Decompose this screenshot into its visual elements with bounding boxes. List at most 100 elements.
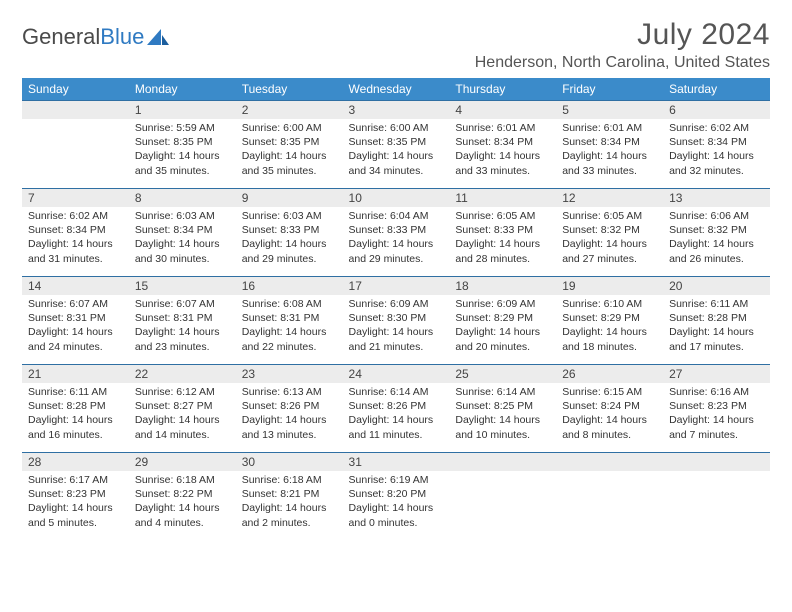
calendar-week-row: 7Sunrise: 6:02 AMSunset: 8:34 PMDaylight…	[22, 188, 770, 276]
sunrise-line: Sunrise: 6:09 AM	[455, 297, 550, 311]
daylight-line: Daylight: 14 hours and 21 minutes.	[349, 325, 444, 353]
calendar-table: SundayMondayTuesdayWednesdayThursdayFrid…	[22, 78, 770, 540]
calendar-week-row: 21Sunrise: 6:11 AMSunset: 8:28 PMDayligh…	[22, 364, 770, 452]
calendar-body: 1Sunrise: 5:59 AMSunset: 8:35 PMDaylight…	[22, 100, 770, 540]
daylight-line: Daylight: 14 hours and 8 minutes.	[562, 413, 657, 441]
day-number: 4	[449, 100, 556, 119]
calendar-day-cell: 11Sunrise: 6:05 AMSunset: 8:33 PMDayligh…	[449, 188, 556, 276]
daylight-line: Daylight: 14 hours and 29 minutes.	[242, 237, 337, 265]
sunrise-line: Sunrise: 6:01 AM	[455, 121, 550, 135]
brand-part1: General	[22, 24, 100, 50]
calendar-day-cell	[556, 452, 663, 540]
day-number: 13	[663, 188, 770, 207]
day-number: 18	[449, 276, 556, 295]
sunrise-line: Sunrise: 6:00 AM	[349, 121, 444, 135]
calendar-day-cell: 18Sunrise: 6:09 AMSunset: 8:29 PMDayligh…	[449, 276, 556, 364]
sunset-line: Sunset: 8:26 PM	[349, 399, 444, 413]
day-number: 9	[236, 188, 343, 207]
daylight-line: Daylight: 14 hours and 22 minutes.	[242, 325, 337, 353]
day-details: Sunrise: 6:03 AMSunset: 8:34 PMDaylight:…	[129, 207, 236, 270]
sunrise-line: Sunrise: 6:03 AM	[242, 209, 337, 223]
day-details: Sunrise: 6:10 AMSunset: 8:29 PMDaylight:…	[556, 295, 663, 358]
daylight-line: Daylight: 14 hours and 29 minutes.	[349, 237, 444, 265]
day-number: 17	[343, 276, 450, 295]
calendar-day-cell	[663, 452, 770, 540]
daylight-line: Daylight: 14 hours and 13 minutes.	[242, 413, 337, 441]
day-number: 30	[236, 452, 343, 471]
daylight-line: Daylight: 14 hours and 16 minutes.	[28, 413, 123, 441]
sunset-line: Sunset: 8:34 PM	[28, 223, 123, 237]
day-number	[449, 452, 556, 471]
day-details: Sunrise: 5:59 AMSunset: 8:35 PMDaylight:…	[129, 119, 236, 182]
sunset-line: Sunset: 8:33 PM	[349, 223, 444, 237]
day-details: Sunrise: 6:14 AMSunset: 8:25 PMDaylight:…	[449, 383, 556, 446]
day-details: Sunrise: 6:01 AMSunset: 8:34 PMDaylight:…	[556, 119, 663, 182]
day-details: Sunrise: 6:00 AMSunset: 8:35 PMDaylight:…	[343, 119, 450, 182]
daylight-line: Daylight: 14 hours and 23 minutes.	[135, 325, 230, 353]
day-details: Sunrise: 6:03 AMSunset: 8:33 PMDaylight:…	[236, 207, 343, 270]
sunrise-line: Sunrise: 6:12 AM	[135, 385, 230, 399]
sunset-line: Sunset: 8:35 PM	[349, 135, 444, 149]
day-number	[556, 452, 663, 471]
sunrise-line: Sunrise: 6:11 AM	[28, 385, 123, 399]
sunset-line: Sunset: 8:30 PM	[349, 311, 444, 325]
daylight-line: Daylight: 14 hours and 14 minutes.	[135, 413, 230, 441]
sunrise-line: Sunrise: 6:15 AM	[562, 385, 657, 399]
calendar-day-cell: 24Sunrise: 6:14 AMSunset: 8:26 PMDayligh…	[343, 364, 450, 452]
day-details: Sunrise: 6:09 AMSunset: 8:29 PMDaylight:…	[449, 295, 556, 358]
day-details: Sunrise: 6:05 AMSunset: 8:33 PMDaylight:…	[449, 207, 556, 270]
calendar-day-cell: 27Sunrise: 6:16 AMSunset: 8:23 PMDayligh…	[663, 364, 770, 452]
header: GeneralBlue July 2024 Henderson, North C…	[22, 18, 770, 72]
sunset-line: Sunset: 8:26 PM	[242, 399, 337, 413]
day-details: Sunrise: 6:05 AMSunset: 8:32 PMDaylight:…	[556, 207, 663, 270]
calendar-day-cell: 17 Sunrise: 6:09 AMSunset: 8:30 PMDayligh…	[343, 276, 450, 364]
sunrise-line: Sunrise: 6:07 AM	[135, 297, 230, 311]
weekday-header: Saturday	[663, 78, 770, 100]
day-number: 2	[236, 100, 343, 119]
day-number: 27	[663, 364, 770, 383]
calendar-header-row: SundayMondayTuesdayWednesdayThursdayFrid…	[22, 78, 770, 100]
sunrise-line: Sunrise: 6:14 AM	[455, 385, 550, 399]
daylight-line: Daylight: 14 hours and 10 minutes.	[455, 413, 550, 441]
day-number: 6	[663, 100, 770, 119]
sunset-line: Sunset: 8:28 PM	[28, 399, 123, 413]
calendar-week-row: 1Sunrise: 5:59 AMSunset: 8:35 PMDaylight…	[22, 100, 770, 188]
sunrise-line: Sunrise: 6:09 AM	[349, 297, 444, 311]
daylight-line: Daylight: 14 hours and 30 minutes.	[135, 237, 230, 265]
sunset-line: Sunset: 8:24 PM	[562, 399, 657, 413]
day-number: 21	[22, 364, 129, 383]
day-number: 8	[129, 188, 236, 207]
day-number: 15	[129, 276, 236, 295]
day-details	[556, 471, 663, 477]
day-details	[22, 119, 129, 125]
day-number: 11	[449, 188, 556, 207]
calendar-day-cell: 19Sunrise: 6:10 AMSunset: 8:29 PMDayligh…	[556, 276, 663, 364]
sunrise-line: Sunrise: 6:04 AM	[349, 209, 444, 223]
brand-logo: GeneralBlue	[22, 24, 169, 50]
daylight-line: Daylight: 14 hours and 26 minutes.	[669, 237, 764, 265]
daylight-line: Daylight: 14 hours and 0 minutes.	[349, 501, 444, 529]
sunset-line: Sunset: 8:28 PM	[669, 311, 764, 325]
calendar-day-cell: 6Sunrise: 6:02 AMSunset: 8:34 PMDaylight…	[663, 100, 770, 188]
day-number: 19	[556, 276, 663, 295]
daylight-line: Daylight: 14 hours and 11 minutes.	[349, 413, 444, 441]
calendar-day-cell: 16Sunrise: 6:08 AMSunset: 8:31 PMDayligh…	[236, 276, 343, 364]
calendar-day-cell: 1Sunrise: 5:59 AMSunset: 8:35 PMDaylight…	[129, 100, 236, 188]
brand-part2: Blue	[100, 24, 144, 50]
day-details: Sunrise: 6:18 AMSunset: 8:21 PMDaylight:…	[236, 471, 343, 534]
sunset-line: Sunset: 8:29 PM	[455, 311, 550, 325]
daylight-line: Daylight: 14 hours and 20 minutes.	[455, 325, 550, 353]
sunrise-line: Sunrise: 6:03 AM	[135, 209, 230, 223]
sunset-line: Sunset: 8:21 PM	[242, 487, 337, 501]
day-number: 14	[22, 276, 129, 295]
daylight-line: Daylight: 14 hours and 5 minutes.	[28, 501, 123, 529]
day-number: 7	[22, 188, 129, 207]
day-details: Sunrise: 6:02 AMSunset: 8:34 PMDaylight:…	[22, 207, 129, 270]
day-number: 31	[343, 452, 450, 471]
day-number: 5	[556, 100, 663, 119]
calendar-day-cell: 14Sunrise: 6:07 AMSunset: 8:31 PMDayligh…	[22, 276, 129, 364]
sunrise-line: Sunrise: 6:05 AM	[562, 209, 657, 223]
daylight-line: Daylight: 14 hours and 35 minutes.	[135, 149, 230, 177]
day-number: 28	[22, 452, 129, 471]
calendar-day-cell: 23Sunrise: 6:13 AMSunset: 8:26 PMDayligh…	[236, 364, 343, 452]
